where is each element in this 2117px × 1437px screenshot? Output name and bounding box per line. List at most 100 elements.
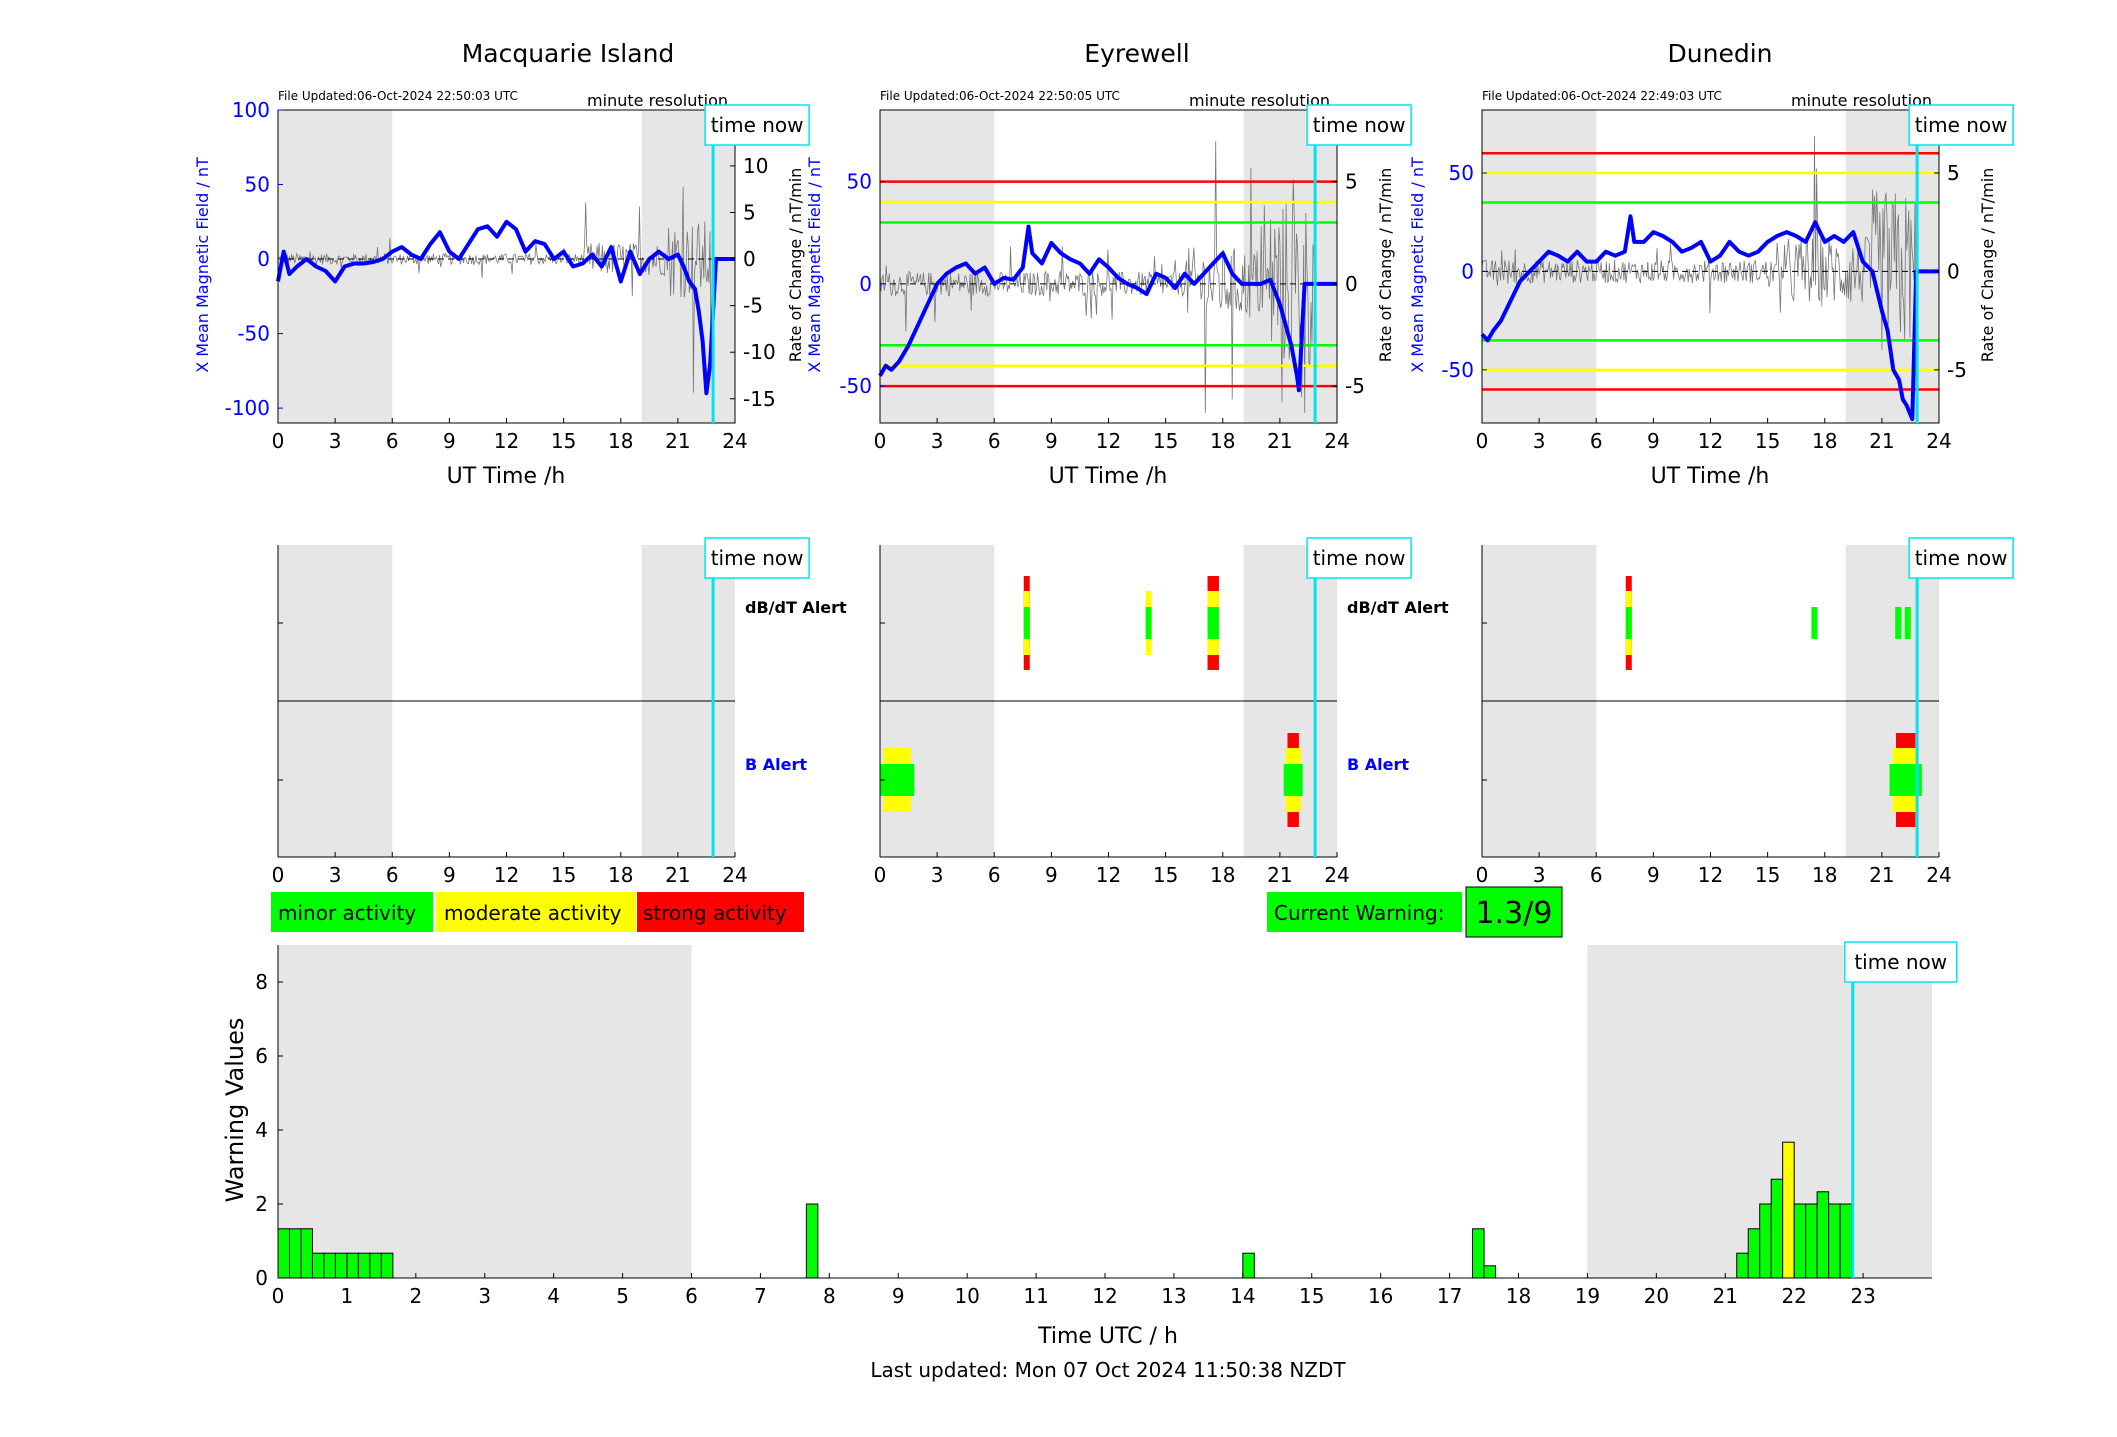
- station-panel-dunedin: Dunedin File Updated:06-Oct-2024 22:49:0…: [1408, 39, 2014, 489]
- current-warning-value: 1.3/9: [1476, 896, 1553, 931]
- right-tick-label: 5: [1345, 170, 1358, 194]
- x-tick-label: 21: [1869, 429, 1894, 453]
- warning-bar: [380, 1252, 394, 1279]
- file-updated-text: File Updated:06-Oct-2024 22:49:03 UTC: [1482, 89, 1722, 103]
- x-tick-label: 21: [1267, 429, 1292, 453]
- time-now-box: [1306, 104, 1412, 146]
- right-tick-label: 5: [1947, 161, 1960, 185]
- x-tick-label: 6: [988, 429, 1001, 453]
- night-shading: [880, 110, 995, 423]
- x-tick-label: 22: [1781, 1284, 1806, 1308]
- x-tick-label: 18: [1210, 863, 1235, 887]
- time-now-label: time now: [1915, 546, 2008, 570]
- legend-moderate-label: moderate activity: [444, 901, 622, 925]
- time-now-box: [1843, 941, 1958, 983]
- warning-bar: [1828, 1203, 1841, 1279]
- current-warning-value-bg: [1465, 886, 1563, 938]
- right-tick-label: 0: [743, 247, 756, 271]
- x-tick-label: 18: [1812, 863, 1837, 887]
- dbdt-alert-minor: [1904, 607, 1911, 639]
- chart-xlabel: Time UTC / h: [1037, 1324, 1178, 1349]
- left-tick-label: 50: [847, 170, 872, 194]
- x-tick-label: 15: [1153, 429, 1178, 453]
- dbdt-alert-label: dB/dT Alert: [1347, 598, 1449, 617]
- x-axis-label: UT Time /h: [1651, 464, 1770, 489]
- warning-bar: [1747, 1228, 1761, 1279]
- x-tick-label: 21: [665, 429, 690, 453]
- x-tick-label: 6: [386, 863, 399, 887]
- mean-field-line: [1480, 214, 1939, 422]
- dbdt-alert-minor: [1811, 607, 1818, 639]
- x-tick-label: 15: [1299, 1284, 1324, 1308]
- x-tick-label: 12: [1092, 1284, 1117, 1308]
- warning-bar: [277, 1228, 290, 1279]
- station-title: Dunedin: [1668, 39, 1773, 68]
- x-tick-label: 0: [272, 1284, 285, 1308]
- x-tick-label: 20: [1644, 1284, 1669, 1308]
- time-now-label: time now: [711, 546, 804, 570]
- night-shading: [1845, 110, 1939, 423]
- night-shading: [1243, 110, 1337, 423]
- x-tick-label: 13: [1161, 1284, 1186, 1308]
- left-axis-label: X Mean Magnetic Field / nT: [193, 157, 212, 373]
- current-warning-box: Current Warning: 1.3/9: [1267, 886, 1563, 938]
- x-tick-label: 9: [1045, 429, 1058, 453]
- legend-minor-label: minor activity: [278, 901, 416, 925]
- alert-panel-eyrewell: dB/dT Alert B Alert 0 3 6 9 12 15 18 21 24 time n…: [874, 537, 1449, 887]
- dbdt-alert-minor: [1895, 607, 1902, 639]
- x-tick-label: 5: [616, 1284, 629, 1308]
- mean-field-line: [276, 219, 735, 396]
- warning-bar: [1759, 1203, 1772, 1279]
- warning-bar: [346, 1252, 359, 1279]
- warning-bar: [1483, 1265, 1497, 1279]
- warning-values-chart: Warning Values Time UTC / h 0 1 2 3 4 5 6 7 8 9 10…: [221, 941, 1958, 1349]
- x-tick-label: 0: [874, 863, 887, 887]
- warning-bar: [1816, 1191, 1830, 1279]
- x-tick-label: 9: [1647, 863, 1660, 887]
- warning-bar: [288, 1228, 302, 1279]
- y-tick-label: 6: [255, 1044, 268, 1068]
- x-tick-label: 3: [329, 429, 342, 453]
- y-tick-label: 0: [255, 1266, 268, 1290]
- legend-moderate-swatch: [436, 892, 636, 932]
- x-tick-label: 3: [931, 863, 944, 887]
- x-tick-label: 3: [931, 429, 944, 453]
- x-tick-label: 0: [1476, 863, 1489, 887]
- left-tick-label: 0: [257, 247, 270, 271]
- x-tick-label: 1: [341, 1284, 354, 1308]
- x-tick-label: 0: [1476, 429, 1489, 453]
- x-tick-label: 0: [272, 863, 285, 887]
- station-title: Eyrewell: [1084, 39, 1189, 68]
- x-tick-label: 18: [1506, 1284, 1531, 1308]
- x-tick-label: 12: [494, 429, 519, 453]
- warning-bar: [323, 1252, 336, 1279]
- x-tick-label: 6: [1590, 429, 1603, 453]
- right-tick-label: 0: [1947, 259, 1960, 283]
- x-tick-label: 14: [1230, 1284, 1255, 1308]
- x-axis-label: UT Time /h: [1049, 464, 1168, 489]
- x-tick-label: 12: [1096, 429, 1121, 453]
- right-tick-label: 5: [743, 200, 756, 224]
- time-now-box: [704, 104, 810, 146]
- warning-bar: [357, 1252, 371, 1279]
- x-tick-label: 12: [1096, 863, 1121, 887]
- time-now-label: time now: [1313, 546, 1406, 570]
- left-tick-label: -50: [1441, 358, 1474, 382]
- right-tick-label: -10: [743, 340, 776, 364]
- x-tick-label: 18: [608, 863, 633, 887]
- x-tick-label: 8: [823, 1284, 836, 1308]
- right-axis-label: Rate of Change / nT/min: [1376, 168, 1395, 363]
- x-tick-label: 24: [1926, 863, 1951, 887]
- warning-bar: [369, 1252, 382, 1279]
- x-tick-label: 24: [1926, 429, 1951, 453]
- station-panel-macquarie: Macquarie Island File Updated:06-Oct-202…: [193, 39, 810, 489]
- warning-bar: [1793, 1203, 1807, 1279]
- time-now-label: time now: [1313, 113, 1406, 137]
- resolution-text: minute resolution: [1791, 91, 1932, 110]
- x-tick-label: 9: [443, 429, 456, 453]
- warning-bar: [1839, 1203, 1853, 1279]
- dbdt-alert-minor: [1145, 607, 1152, 639]
- warning-bar: [1805, 1203, 1818, 1279]
- legend-minor-swatch: [271, 892, 433, 932]
